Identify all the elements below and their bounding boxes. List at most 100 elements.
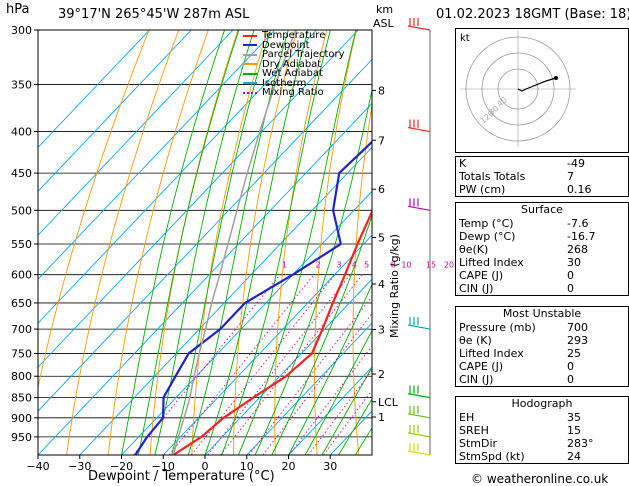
pressure-tick-label: 800 [11, 370, 32, 383]
mixing-ratio-line [248, 295, 372, 455]
legend-item: Dewpoint [243, 40, 345, 51]
skewt-axes: 1234581015202530035040045050055060065070… [11, 24, 468, 473]
legend-item: Parcel Trajectory [243, 50, 345, 60]
hpa-unit-label: hPa [6, 2, 30, 17]
pressure-tick-label: 700 [11, 323, 32, 336]
legend-label: Temperature [262, 30, 326, 41]
km-tick-label: 6 [378, 183, 385, 196]
mixing-ratio-label: 8 [391, 260, 396, 269]
wind-barb-icon [407, 405, 431, 419]
wet-adiabat-line [288, 283, 372, 455]
indices-panel: K -49 Totals Totals 7 PW (cm) 0.16 [455, 156, 629, 197]
row-value: -7.6 [567, 217, 589, 230]
temperature-tick-label: −40 [26, 460, 49, 473]
x-axis-title: Dewpoint / Temperature (°C) [88, 469, 275, 484]
wet-adiabat-line [171, 30, 271, 455]
hodograph-panel: kt 40 80 120 [455, 28, 629, 153]
mixing-ratio-line [307, 369, 372, 455]
pressure-tick-label: 650 [11, 297, 32, 310]
table-row: CIN (J) 0 [456, 282, 628, 295]
legend-item: Wet Adiabat [243, 69, 345, 79]
hodograph-table-panel: Hodograph EH 35 SREH 15 StmDir 283° StmSpd (kt… [455, 396, 629, 464]
series-parcel-trajectory [172, 30, 297, 455]
dry-adiabat-line [38, 30, 150, 390]
mixing-ratio-label: 1 [282, 260, 287, 269]
isotherm-line [38, 30, 276, 280]
row-value: 283° [567, 437, 594, 450]
mixing-ratio-line [288, 345, 372, 455]
row-value: 700 [567, 321, 588, 334]
wet-adiabat-line [271, 213, 372, 455]
wet-adiabat-line [121, 30, 226, 455]
row-value: 293 [567, 334, 588, 347]
dry-adiabat-line [66, 30, 180, 455]
asl-unit-label: ASL [373, 17, 394, 30]
table-row: Lifted Index 25 [456, 347, 628, 360]
isotherm-line [246, 322, 372, 455]
legend-item: Dry Adiabat [243, 58, 345, 70]
wind-barbs [407, 18, 431, 456]
legend-label: Isotherm [262, 77, 307, 89]
legend-swatch [243, 63, 257, 66]
mixing-ratio-line [168, 274, 315, 455]
pressure-tick-label: 450 [11, 167, 32, 180]
location-label: 39°17'N 265°45'W 287m ASL [58, 7, 250, 22]
isotherm-line [38, 30, 359, 368]
row-label: StmDir [459, 437, 498, 450]
mixing-ratio-line [133, 274, 281, 455]
temperature-tick-label: −10 [152, 460, 175, 473]
mixing-ratio-label: 10 [401, 260, 411, 269]
legend-label: Mixing Ratio [262, 87, 324, 98]
mixing-ratio-label: 4 [352, 260, 357, 269]
legend-item: Isotherm [243, 77, 345, 89]
table-row: PW (cm) 0.16 [456, 183, 628, 196]
wind-barb-icon [407, 18, 431, 31]
km-tick-label: 1 [378, 411, 385, 424]
row-value: 0.16 [567, 183, 592, 196]
row-value: 24 [567, 450, 581, 463]
wet-adiabat-line [304, 329, 372, 455]
hodograph-end-point [554, 76, 558, 80]
row-value: 0 [567, 282, 574, 295]
pressure-tick-label: 400 [11, 126, 32, 139]
row-value: 15 [567, 424, 581, 437]
mixing-ratio-label: 20 [444, 260, 454, 269]
km-tick-label: 5 [378, 231, 385, 244]
table-row: Lifted Index 30 [456, 256, 628, 269]
legend-item: Mixing Ratio [243, 88, 345, 98]
temperature-tick-label: 0 [202, 460, 209, 473]
mixing-ratio-label: 5 [364, 260, 369, 269]
wet-adiabat-line [221, 30, 331, 455]
row-value: 0 [567, 373, 574, 386]
wind-barb-icon [407, 424, 431, 438]
mixing-ratio-label: 2 [316, 260, 321, 269]
legend-swatch [243, 91, 257, 94]
row-label: Pressure (mb) [459, 321, 536, 334]
wet-adiabat-line [321, 366, 372, 455]
isotherm-line [38, 30, 317, 324]
table-row: CAPE (J) 0 [456, 360, 628, 373]
wind-barb-icon [407, 119, 431, 133]
isotherm-line [288, 366, 372, 455]
dry-adiabat-line [149, 30, 239, 455]
legend-label: Dry Adiabat [262, 58, 322, 70]
row-label: CIN (J) [459, 373, 494, 386]
table-row: θe (K) 293 [456, 334, 628, 347]
legend: Temperature Dewpoint Parcel Trajectory Dry … [243, 31, 345, 98]
legend-item: Temperature [243, 31, 345, 41]
most-unstable-panel: Most Unstable Pressure (mb) 700 θe (K) 293 L… [455, 306, 629, 387]
mixing-ratio-line [207, 274, 351, 455]
table-row: SREH 15 [456, 424, 628, 437]
row-label: CAPE (J) [459, 269, 504, 282]
isotherm-line [162, 234, 372, 455]
wet-adiabat-line [154, 30, 255, 455]
dry-adiabat-line [107, 30, 209, 455]
row-label: Lifted Index [459, 256, 524, 269]
row-label: θe(K) [459, 243, 489, 256]
row-label: PW (cm) [459, 183, 506, 196]
temperature-tick-label: 20 [282, 460, 296, 473]
series-temperature [172, 209, 372, 455]
pressure-tick-label: 900 [11, 412, 32, 425]
hodograph-ring-label: 40 [495, 95, 509, 108]
